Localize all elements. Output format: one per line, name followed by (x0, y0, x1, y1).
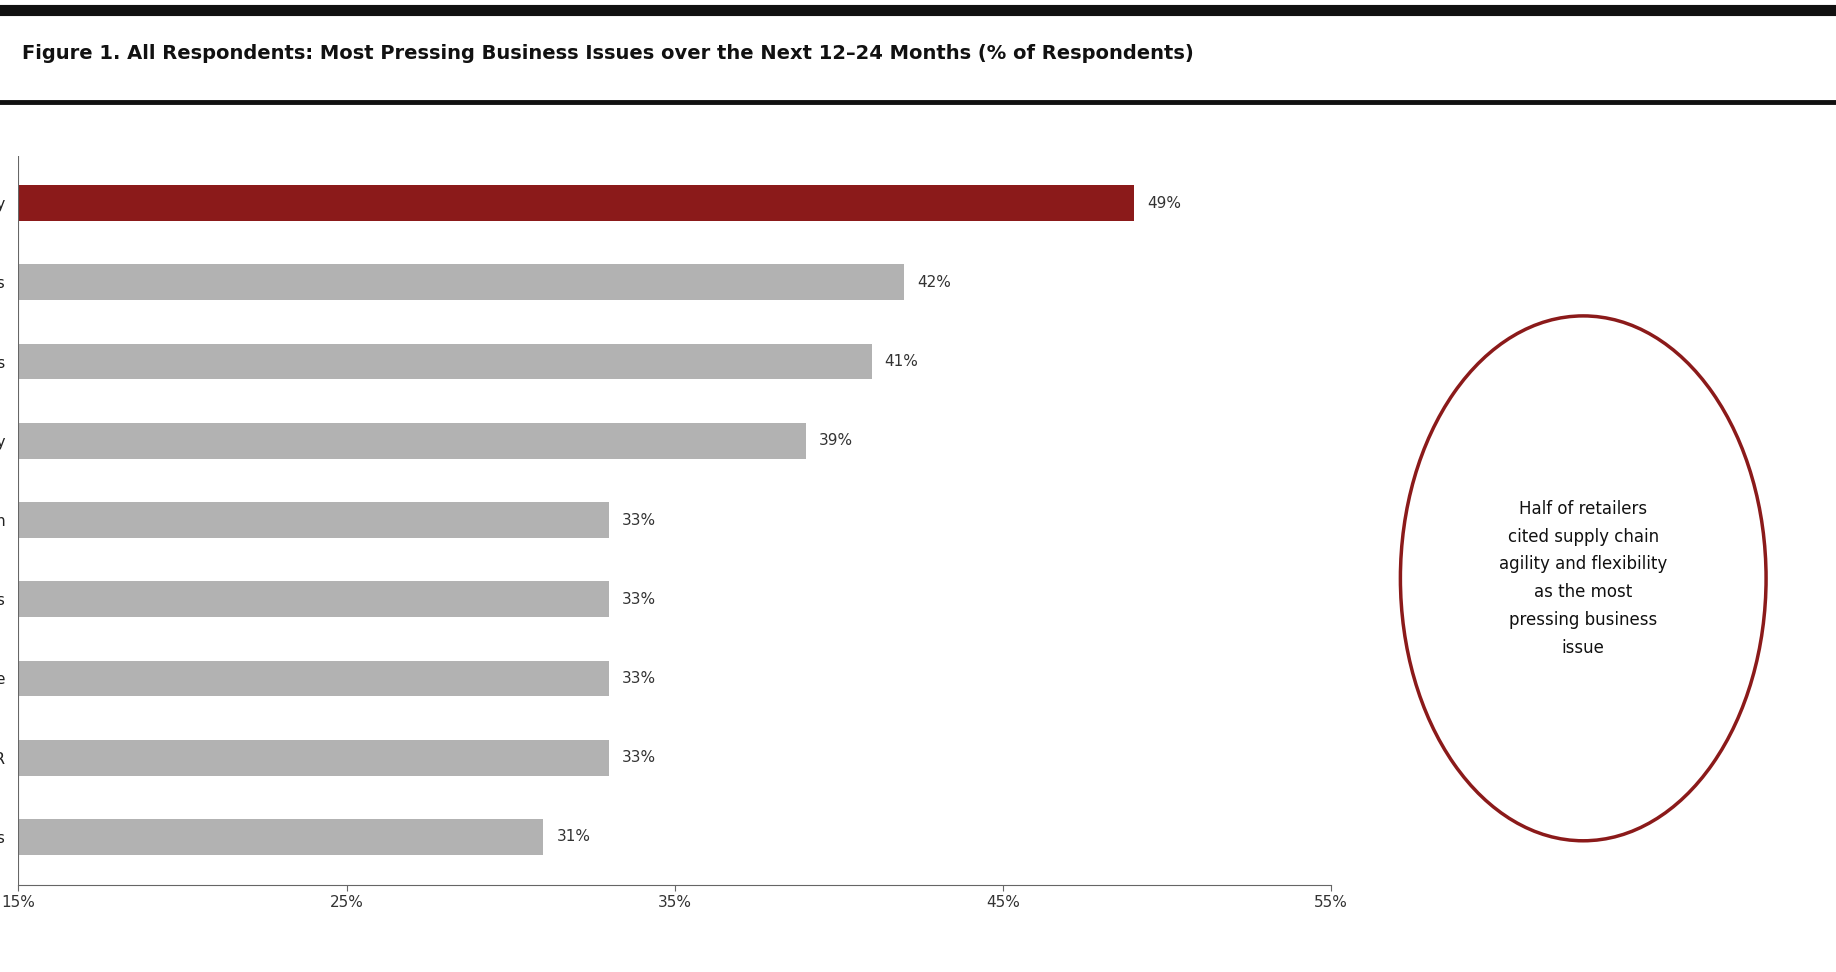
Bar (18, 423, 806, 459)
Text: 41%: 41% (885, 354, 918, 369)
Text: 33%: 33% (622, 592, 655, 607)
Bar (18, 819, 543, 854)
Text: 49%: 49% (1148, 195, 1181, 211)
Text: Figure 1. All Respondents: Most Pressing Business Issues over the Next 12–24 Mon: Figure 1. All Respondents: Most Pressing… (22, 44, 1193, 63)
Bar (18, 581, 610, 617)
Text: Half of retailers
cited supply chain
agility and flexibility
as the most
pressin: Half of retailers cited supply chain agi… (1500, 500, 1667, 657)
Bar (18, 740, 610, 776)
Text: 33%: 33% (622, 750, 655, 765)
Text: 33%: 33% (622, 512, 655, 528)
Bar (18, 186, 1135, 221)
Text: 31%: 31% (556, 829, 591, 845)
Bar (18, 503, 610, 538)
Text: 42%: 42% (918, 275, 951, 290)
Bar (18, 264, 905, 300)
Text: 33%: 33% (622, 671, 655, 686)
Bar (18, 661, 610, 696)
Bar (18, 344, 872, 379)
Text: 39%: 39% (819, 434, 854, 448)
